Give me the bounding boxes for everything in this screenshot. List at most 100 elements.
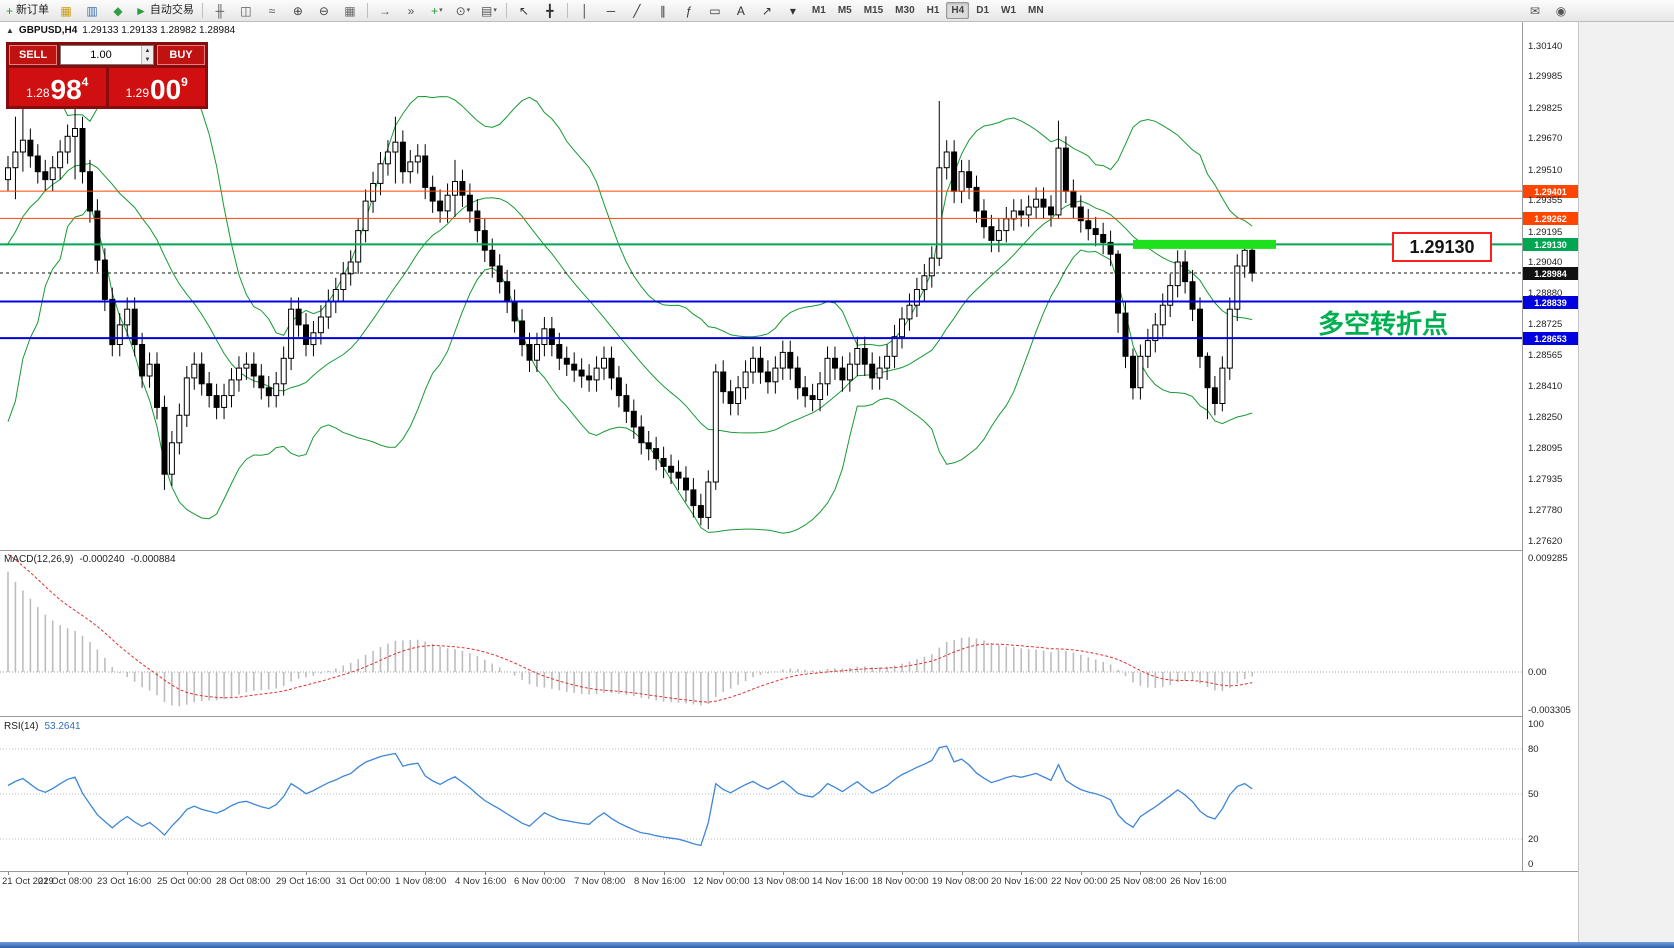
candle-bull — [705, 481, 712, 518]
macd-histogram-bar — [484, 659, 486, 672]
rsi-plot[interactable] — [0, 718, 1522, 870]
panel-separator[interactable] — [0, 716, 1578, 717]
objects-dropdown[interactable]: ▾ — [781, 1, 805, 21]
sell-button[interactable]: SELL — [9, 45, 57, 65]
macd-histogram-bar — [491, 663, 493, 672]
crosshair-icon[interactable]: ╋ — [538, 1, 562, 21]
fibonacci-icon[interactable]: ƒ — [677, 1, 701, 21]
buy-quote[interactable]: 1.29 00 9 — [108, 68, 205, 106]
panel-separator[interactable] — [0, 550, 1578, 551]
support-line-1-price-tag: 1.28839 — [1523, 296, 1578, 309]
vertical-line-icon[interactable]: │ — [573, 1, 597, 21]
periods-icon[interactable]: ⊙ ▾ — [451, 1, 475, 21]
macd-histogram-bar — [819, 670, 821, 672]
market-watch-icon[interactable]: ▦ — [54, 1, 78, 21]
rsi-axis-label: 20 — [1528, 834, 1539, 845]
one-click-toggle-icon[interactable]: ▲ — [6, 26, 14, 35]
time-axis-tick — [485, 872, 486, 875]
indicators-add-icon[interactable]: + ▾ — [425, 1, 449, 21]
timeframe-m5[interactable]: M5 — [837, 5, 852, 16]
cursor-icon[interactable]: ↖ — [512, 1, 536, 21]
scroll-to-end-icon[interactable]: → — [373, 1, 397, 21]
time-axis-label: 13 Nov 08:00 — [753, 876, 810, 887]
zoom-out-icon[interactable]: ⊖ — [312, 1, 336, 21]
text-icon[interactable]: A — [729, 1, 753, 21]
rsi-value: 53.2641 — [44, 721, 81, 732]
buy-button[interactable]: BUY — [157, 45, 205, 65]
bar-chart-type-icon[interactable]: ╫ — [208, 1, 232, 21]
auto-scroll-icon[interactable]: » — [399, 1, 423, 21]
macd-histogram-bar — [804, 669, 806, 672]
macd-histogram-bar — [282, 672, 285, 687]
main-price-plot[interactable] — [0, 22, 1522, 550]
sell-quote[interactable]: 1.28 98 4 — [9, 68, 106, 106]
templates-icon[interactable]: ▤ ▾ — [477, 1, 501, 21]
trendline-icon: ╱ — [633, 3, 641, 18]
timeframe-h1[interactable]: H1 — [926, 5, 940, 16]
macd-histogram-bar — [774, 671, 777, 673]
timeframe-m15[interactable]: M15 — [863, 5, 884, 16]
trendline-icon[interactable]: ╱ — [625, 1, 649, 21]
new-order-button[interactable]: + 新订单 — [3, 1, 52, 21]
grid-icon[interactable]: ▦ — [338, 1, 362, 21]
macd-histogram-bar — [916, 659, 918, 672]
candle-bear — [131, 308, 138, 346]
shapes-icon[interactable]: ▭ — [703, 1, 727, 21]
zoom-in-icon[interactable]: ⊕ — [286, 1, 310, 21]
auto-trading-button[interactable]: ► 自动交易 — [132, 1, 197, 21]
time-axis[interactable]: 21 Oct 2019 22 Oct 08:00 23 Oct 16:00 25 Oc… — [0, 871, 1578, 891]
objects-dropdown: ▾ — [789, 3, 796, 18]
candle-bull — [921, 275, 928, 291]
line-chart-type-icon[interactable]: ≈ — [260, 1, 284, 21]
channel-icon[interactable]: ∥ — [651, 1, 675, 21]
price-axis-label: 1.30140 — [1528, 41, 1563, 52]
macd-histogram-bar — [960, 637, 963, 672]
macd-histogram-bar — [1027, 649, 1030, 672]
one-click-trading-panel: SELL ▲ ▼ BUY 1.28 98 4 1.29 00 9 — [6, 42, 208, 109]
time-axis-tick — [1200, 872, 1201, 875]
navigator-icon[interactable]: ◆ — [106, 1, 130, 21]
macd-plot[interactable] — [0, 552, 1522, 716]
candle-bull — [384, 151, 391, 165]
candle-bull — [228, 379, 235, 397]
turning-point-annotation[interactable]: 多空转折点 — [1318, 309, 1449, 339]
time-axis-label: 22 Nov 00:00 — [1051, 876, 1108, 887]
timeframe-m30[interactable]: M30 — [895, 5, 915, 16]
candle-bear — [27, 139, 34, 157]
timeframe-w1[interactable]: W1 — [1001, 5, 1017, 16]
price-axis[interactable]: 1.29401 1.29262 1.29130 1.28984 1.28839 1.286… — [1522, 22, 1578, 871]
chat-icon[interactable]: ✉ — [1523, 1, 1547, 21]
macd-histogram-bar — [1229, 672, 1231, 689]
macd-histogram-bar — [1191, 672, 1194, 681]
key-level-highlight-segment[interactable] — [1133, 239, 1276, 249]
data-window-icon[interactable]: ▥ — [80, 1, 104, 21]
help-icon[interactable]: ◉ — [1549, 1, 1573, 21]
timeframe-d1[interactable]: D1 — [976, 5, 990, 16]
candle-bull — [176, 414, 183, 444]
macd-histogram-bar — [29, 598, 32, 672]
volume-input[interactable] — [61, 46, 141, 64]
rsi-axis-label: 50 — [1528, 789, 1539, 800]
price-callout-box[interactable]: 1.29130 — [1392, 232, 1492, 262]
macd-histogram-bar — [178, 672, 181, 707]
volume-increase-button[interactable]: ▲ — [142, 46, 153, 55]
time-axis-label: 22 Oct 08:00 — [38, 876, 93, 887]
candle-bull — [772, 367, 779, 383]
auto-scroll-icon: » — [407, 3, 415, 18]
macd-histogram-bar — [878, 667, 881, 672]
volume-decrease-button[interactable]: ▼ — [142, 55, 153, 64]
arrows-icon[interactable]: ↗ — [755, 1, 779, 21]
macd-histogram-bar — [752, 672, 754, 678]
timeframe-mn[interactable]: MN — [1028, 5, 1044, 16]
horizontal-line-icon[interactable]: ─ — [599, 1, 623, 21]
macd-histogram-bar — [506, 671, 508, 672]
macd-histogram-bar — [364, 654, 367, 672]
timeframe-h4[interactable]: H4 — [946, 2, 970, 19]
macd-axis-label: 0.00 — [1528, 667, 1547, 678]
candle-bear — [79, 128, 86, 173]
candlestick-type-icon[interactable]: ◫ — [234, 1, 258, 21]
candle-bear — [429, 186, 436, 202]
macd-histogram-bar — [357, 659, 359, 672]
macd-histogram-bar — [580, 672, 583, 694]
timeframe-m1[interactable]: M1 — [811, 5, 826, 16]
